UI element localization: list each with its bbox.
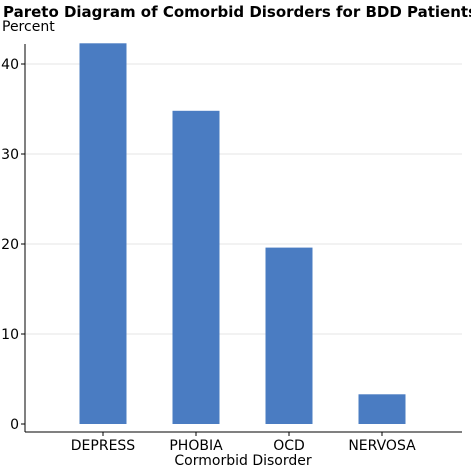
x-tick-label-nervosa: NERVOSA xyxy=(348,438,416,454)
y-tick-label-40: 40 xyxy=(1,57,19,73)
bars xyxy=(79,43,406,425)
chart-title: Pareto Diagram of Comorbid Disorders for… xyxy=(3,3,471,21)
bar-phobia xyxy=(172,110,220,425)
tick-labels: 0 10 20 30 40 DEPRESS PHOBIA OCD NERVOSA xyxy=(1,57,416,454)
x-tick-label-phobia: PHOBIA xyxy=(169,438,223,454)
bar-nervosa xyxy=(358,394,406,424)
y-tick-label-30: 30 xyxy=(1,147,19,163)
x-tick-label-ocd: OCD xyxy=(273,438,305,454)
y-tick-label-10: 10 xyxy=(1,327,19,343)
bar-depress xyxy=(79,43,127,425)
x-axis-label: Cormorbid Disorder xyxy=(174,453,311,469)
axes xyxy=(21,44,462,436)
y-tick-label-0: 0 xyxy=(10,417,19,433)
y-axis-label: Percent xyxy=(2,19,55,35)
x-tick-label-depress: DEPRESS xyxy=(71,438,136,454)
bar-ocd xyxy=(265,247,313,424)
y-tick-label-20: 20 xyxy=(1,237,19,253)
